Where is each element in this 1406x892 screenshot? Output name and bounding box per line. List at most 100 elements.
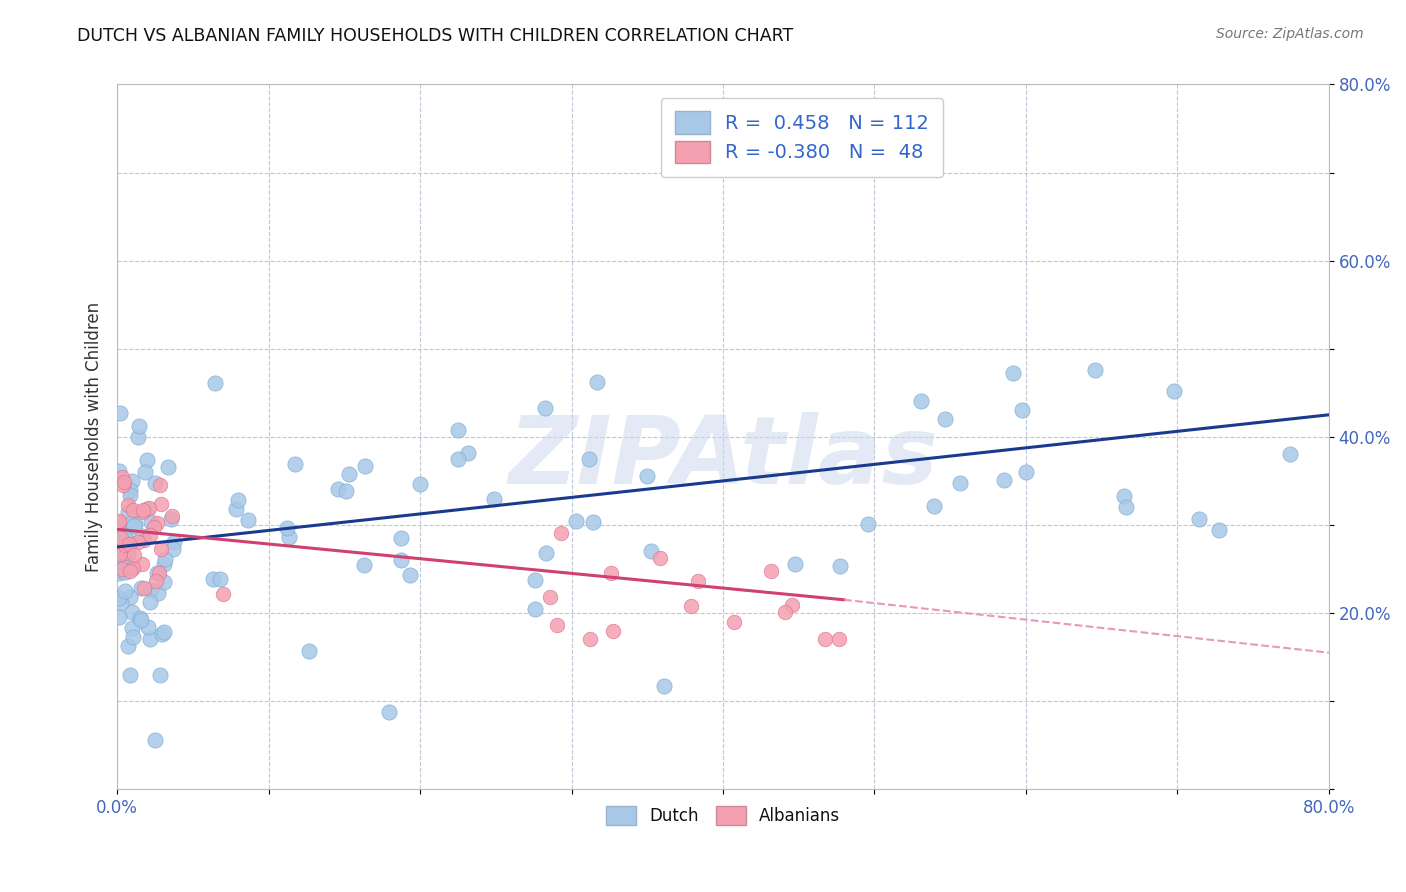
Point [830, 558, 852, 573]
Point [640, 543, 662, 558]
Point [524, 602, 547, 616]
Point [108, 549, 131, 564]
Point [129, 611, 152, 625]
Point [1114, 489, 1136, 503]
Point [112, 478, 135, 492]
Point [148, 566, 170, 580]
Point [118, 668, 141, 682]
Point [277, 531, 299, 545]
Point [780, 598, 803, 612]
Point [550, 526, 572, 541]
Point [120, 591, 142, 605]
Point [602, 624, 624, 639]
Point [112, 556, 135, 570]
Point [636, 468, 658, 483]
Point [149, 478, 172, 492]
Point [160, 512, 183, 526]
Point [578, 451, 600, 466]
Point [117, 499, 139, 513]
Point [538, 590, 561, 604]
Point [335, 484, 357, 499]
Point [136, 501, 159, 516]
Point [153, 574, 176, 589]
Point [162, 534, 184, 549]
Point [132, 533, 155, 547]
Point [107, 551, 129, 566]
Point [225, 502, 247, 516]
Point [108, 566, 131, 580]
Point [114, 528, 136, 542]
Point [107, 514, 129, 528]
Point [353, 459, 375, 474]
Point [122, 519, 145, 533]
Text: ZIPAtlas: ZIPAtlas [508, 412, 938, 504]
Point [138, 632, 160, 646]
Point [114, 557, 136, 571]
Text: Source: ZipAtlas.com: Source: ZipAtlas.com [1216, 27, 1364, 41]
Point [1015, 465, 1038, 479]
Point [120, 516, 142, 531]
Point [934, 412, 956, 426]
Point [138, 501, 160, 516]
Point [112, 475, 135, 490]
Point [534, 401, 557, 415]
Point [783, 557, 806, 571]
Text: DUTCH VS ALBANIAN FAMILY HOUSEHOLDS WITH CHILDREN CORRELATION CHART: DUTCH VS ALBANIAN FAMILY HOUSEHOLDS WITH… [77, 27, 793, 45]
Point [129, 581, 152, 595]
Point [153, 625, 176, 640]
Point [339, 467, 361, 481]
Point [136, 620, 159, 634]
Point [120, 483, 142, 498]
Point [1163, 384, 1185, 399]
Point [110, 565, 132, 579]
Point [457, 446, 479, 460]
Point [124, 517, 146, 532]
Point [139, 583, 162, 598]
Point [298, 644, 321, 658]
Point [118, 487, 141, 501]
Point [546, 618, 568, 632]
Point [761, 564, 783, 578]
Point [1011, 402, 1033, 417]
Point [212, 587, 235, 601]
Point [389, 553, 412, 567]
Point [110, 531, 132, 545]
Point [131, 529, 153, 543]
Point [134, 582, 156, 596]
Point [1002, 367, 1025, 381]
Point [202, 572, 225, 586]
Point [122, 549, 145, 563]
Point [114, 565, 136, 579]
Point [115, 533, 138, 547]
Point [107, 609, 129, 624]
Point [1115, 500, 1137, 514]
Point [523, 573, 546, 587]
Point [139, 516, 162, 530]
Point [110, 596, 132, 610]
Point [924, 499, 946, 513]
Point [686, 574, 709, 588]
Point [127, 430, 149, 444]
Point [117, 505, 139, 519]
Point [389, 531, 412, 545]
Point [534, 546, 557, 560]
Point [142, 520, 165, 534]
Point [156, 459, 179, 474]
Point [152, 557, 174, 571]
Point [773, 605, 796, 619]
Point [114, 584, 136, 599]
Point [447, 423, 470, 437]
Point [276, 521, 298, 535]
Point [681, 599, 703, 614]
Point [150, 542, 173, 557]
Point [828, 632, 851, 647]
Point [114, 546, 136, 560]
Point [948, 476, 970, 491]
Point [399, 568, 422, 582]
Point [377, 705, 399, 719]
Point [118, 537, 141, 551]
Point [121, 605, 143, 619]
Y-axis label: Family Households with Children: Family Households with Children [86, 301, 103, 572]
Point [814, 632, 837, 647]
Point [108, 516, 131, 530]
